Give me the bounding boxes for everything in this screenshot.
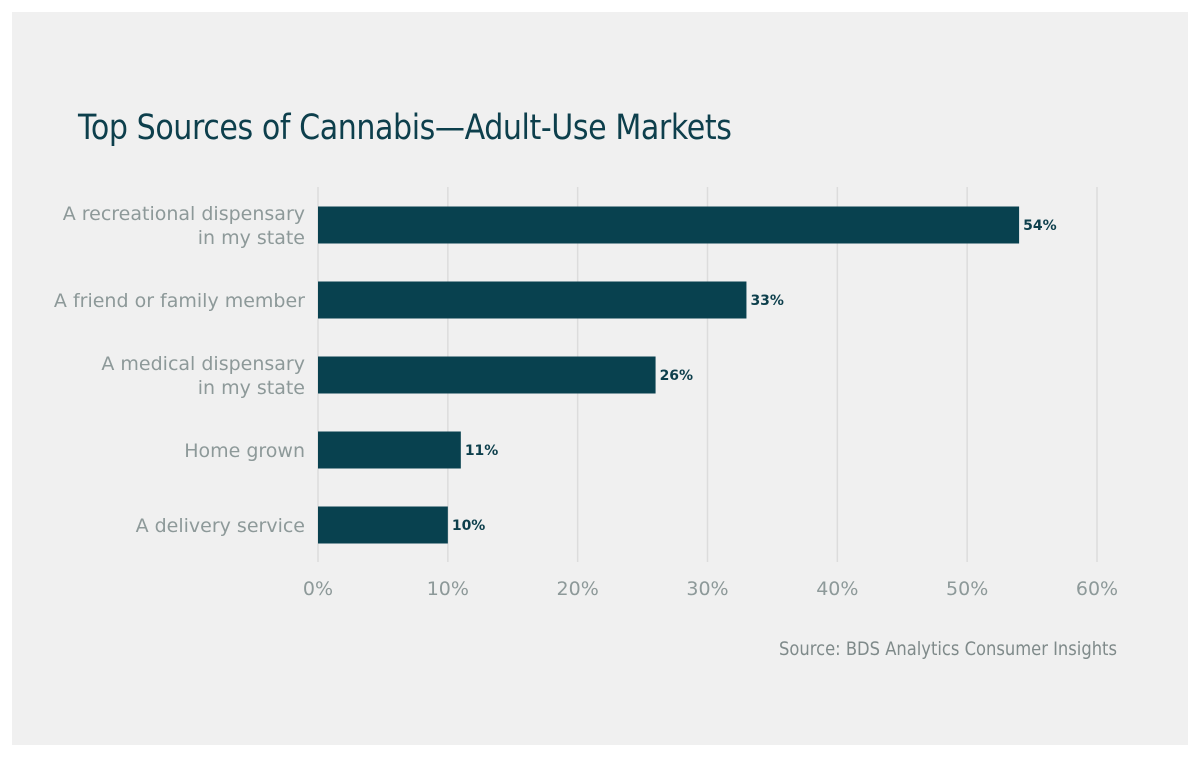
data-label: 26%: [660, 368, 694, 384]
data-label: 33%: [750, 293, 784, 309]
category-label: A recreational dispensary: [63, 203, 305, 225]
bar: [318, 281, 747, 319]
x-tick-label: 20%: [557, 578, 599, 600]
category-label: A medical dispensary: [101, 353, 305, 375]
category-label: in my state: [198, 377, 305, 399]
data-label: 10%: [452, 518, 486, 534]
chart-title: Top Sources of Cannabis—Adult-Use Market…: [78, 108, 732, 148]
bar: [318, 206, 1020, 244]
data-label: 54%: [1023, 218, 1057, 234]
category-label: A delivery service: [136, 515, 305, 537]
category-label: Home grown: [184, 440, 305, 462]
data-label: 11%: [465, 443, 499, 459]
bar: [318, 356, 656, 394]
bar: [318, 431, 461, 469]
bar: [318, 506, 448, 544]
x-tick-label: 30%: [686, 578, 728, 600]
category-label: A friend or family member: [54, 290, 305, 312]
x-tick-label: 50%: [946, 578, 988, 600]
category-label: in my state: [198, 227, 305, 249]
source-note: Source: BDS Analytics Consumer Insights: [779, 638, 1117, 660]
x-tick-label: 10%: [427, 578, 469, 600]
x-tick-label: 60%: [1076, 578, 1118, 600]
x-tick-label: 40%: [816, 578, 858, 600]
x-tick-label: 0%: [303, 578, 333, 600]
